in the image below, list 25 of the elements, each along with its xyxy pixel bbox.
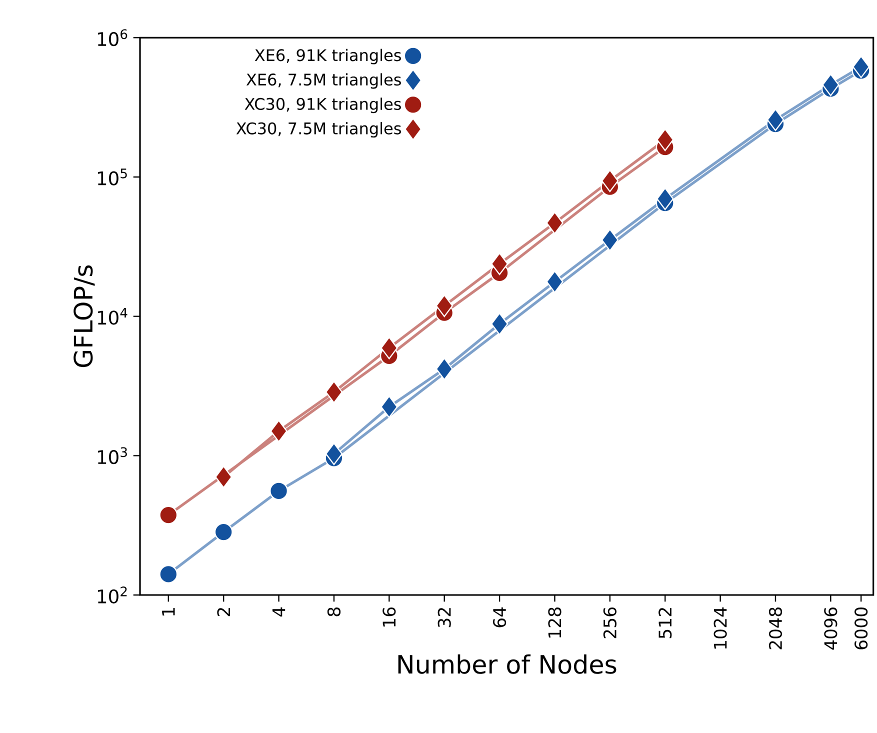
legend-label: XC30, 91K triangles: [244, 98, 401, 114]
legend-label: XE6, 7.5M triangles: [246, 73, 401, 89]
y-tick-label: 10$^{2}$: [98, 586, 127, 604]
x-tick-label: 8: [327, 608, 341, 616]
y-tick-label: 10$^{6}$: [98, 29, 128, 46]
x-tick-label: 4096: [824, 607, 838, 650]
y-tick-label: 10$^{5}$: [98, 168, 127, 186]
x-tick-label: 512: [658, 608, 672, 638]
x-axis-title: Number of Nodes: [398, 654, 616, 674]
x-tick-label: 1024: [714, 607, 727, 649]
x-tick-label: 4: [272, 607, 286, 617]
x-tick-label: 6000: [854, 608, 868, 650]
x-tick-label: 1: [162, 608, 175, 616]
x-tick-label: 32: [438, 608, 451, 628]
y-tick-label: 10$^{3}$: [98, 447, 127, 464]
x-tick-label: 16: [382, 607, 396, 627]
x-tick-label: 2048: [768, 608, 782, 650]
legend-label: XE6, 91K triangles: [254, 48, 401, 64]
x-tick-label: 128: [548, 608, 562, 638]
x-tick-label: 2: [217, 608, 230, 616]
x-tick-label: 64: [492, 607, 506, 628]
legend-label: XC30, 7.5M triangles: [236, 122, 401, 138]
y-axis-title: GFLOP/s: [74, 265, 95, 368]
y-tick-label: 10$^{4}$: [98, 308, 128, 325]
x-tick-label: 256: [603, 607, 616, 638]
